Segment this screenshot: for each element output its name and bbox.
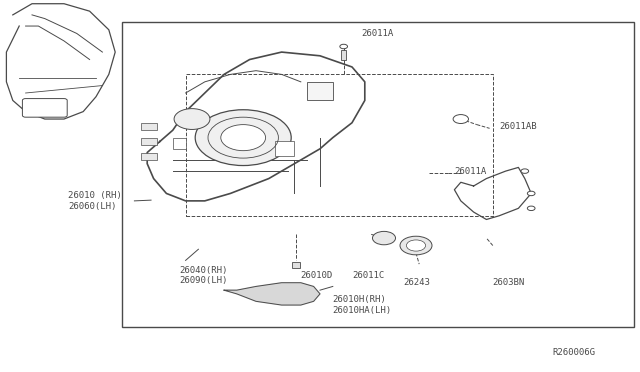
Text: 26011A: 26011A (362, 29, 394, 38)
Bar (307, 82, 333, 100)
Text: 26010D: 26010D (301, 271, 333, 280)
Text: 26011AB: 26011AB (499, 122, 537, 131)
FancyBboxPatch shape (22, 99, 67, 117)
Bar (141, 153, 157, 160)
Circle shape (400, 236, 432, 255)
Circle shape (195, 110, 291, 166)
Text: R260006G: R260006G (552, 348, 595, 357)
Text: 26010 (RH)
26060(LH): 26010 (RH) 26060(LH) (68, 191, 122, 211)
Text: 26243: 26243 (403, 278, 430, 287)
Circle shape (527, 191, 535, 196)
Text: 26010H(RH)
26010HA(LH): 26010H(RH) 26010HA(LH) (333, 295, 392, 315)
Polygon shape (224, 283, 320, 305)
Circle shape (340, 44, 348, 49)
Circle shape (521, 169, 529, 173)
Text: 26040(RH)
26090(LH): 26040(RH) 26090(LH) (179, 266, 228, 285)
Bar (122, 22, 634, 327)
Text: 2603BN: 2603BN (493, 278, 525, 287)
Circle shape (372, 231, 396, 245)
Circle shape (406, 240, 426, 251)
Bar (141, 123, 157, 130)
Circle shape (221, 125, 266, 151)
Bar (275, 141, 294, 156)
Circle shape (527, 206, 535, 211)
Circle shape (453, 115, 468, 124)
Bar (341, 50, 346, 60)
Circle shape (174, 109, 210, 129)
Bar (186, 74, 493, 216)
Bar (141, 138, 157, 145)
Bar (292, 262, 300, 268)
Text: 26011A: 26011A (454, 167, 486, 176)
Text: 26011C: 26011C (352, 271, 384, 280)
Bar (173, 138, 186, 149)
